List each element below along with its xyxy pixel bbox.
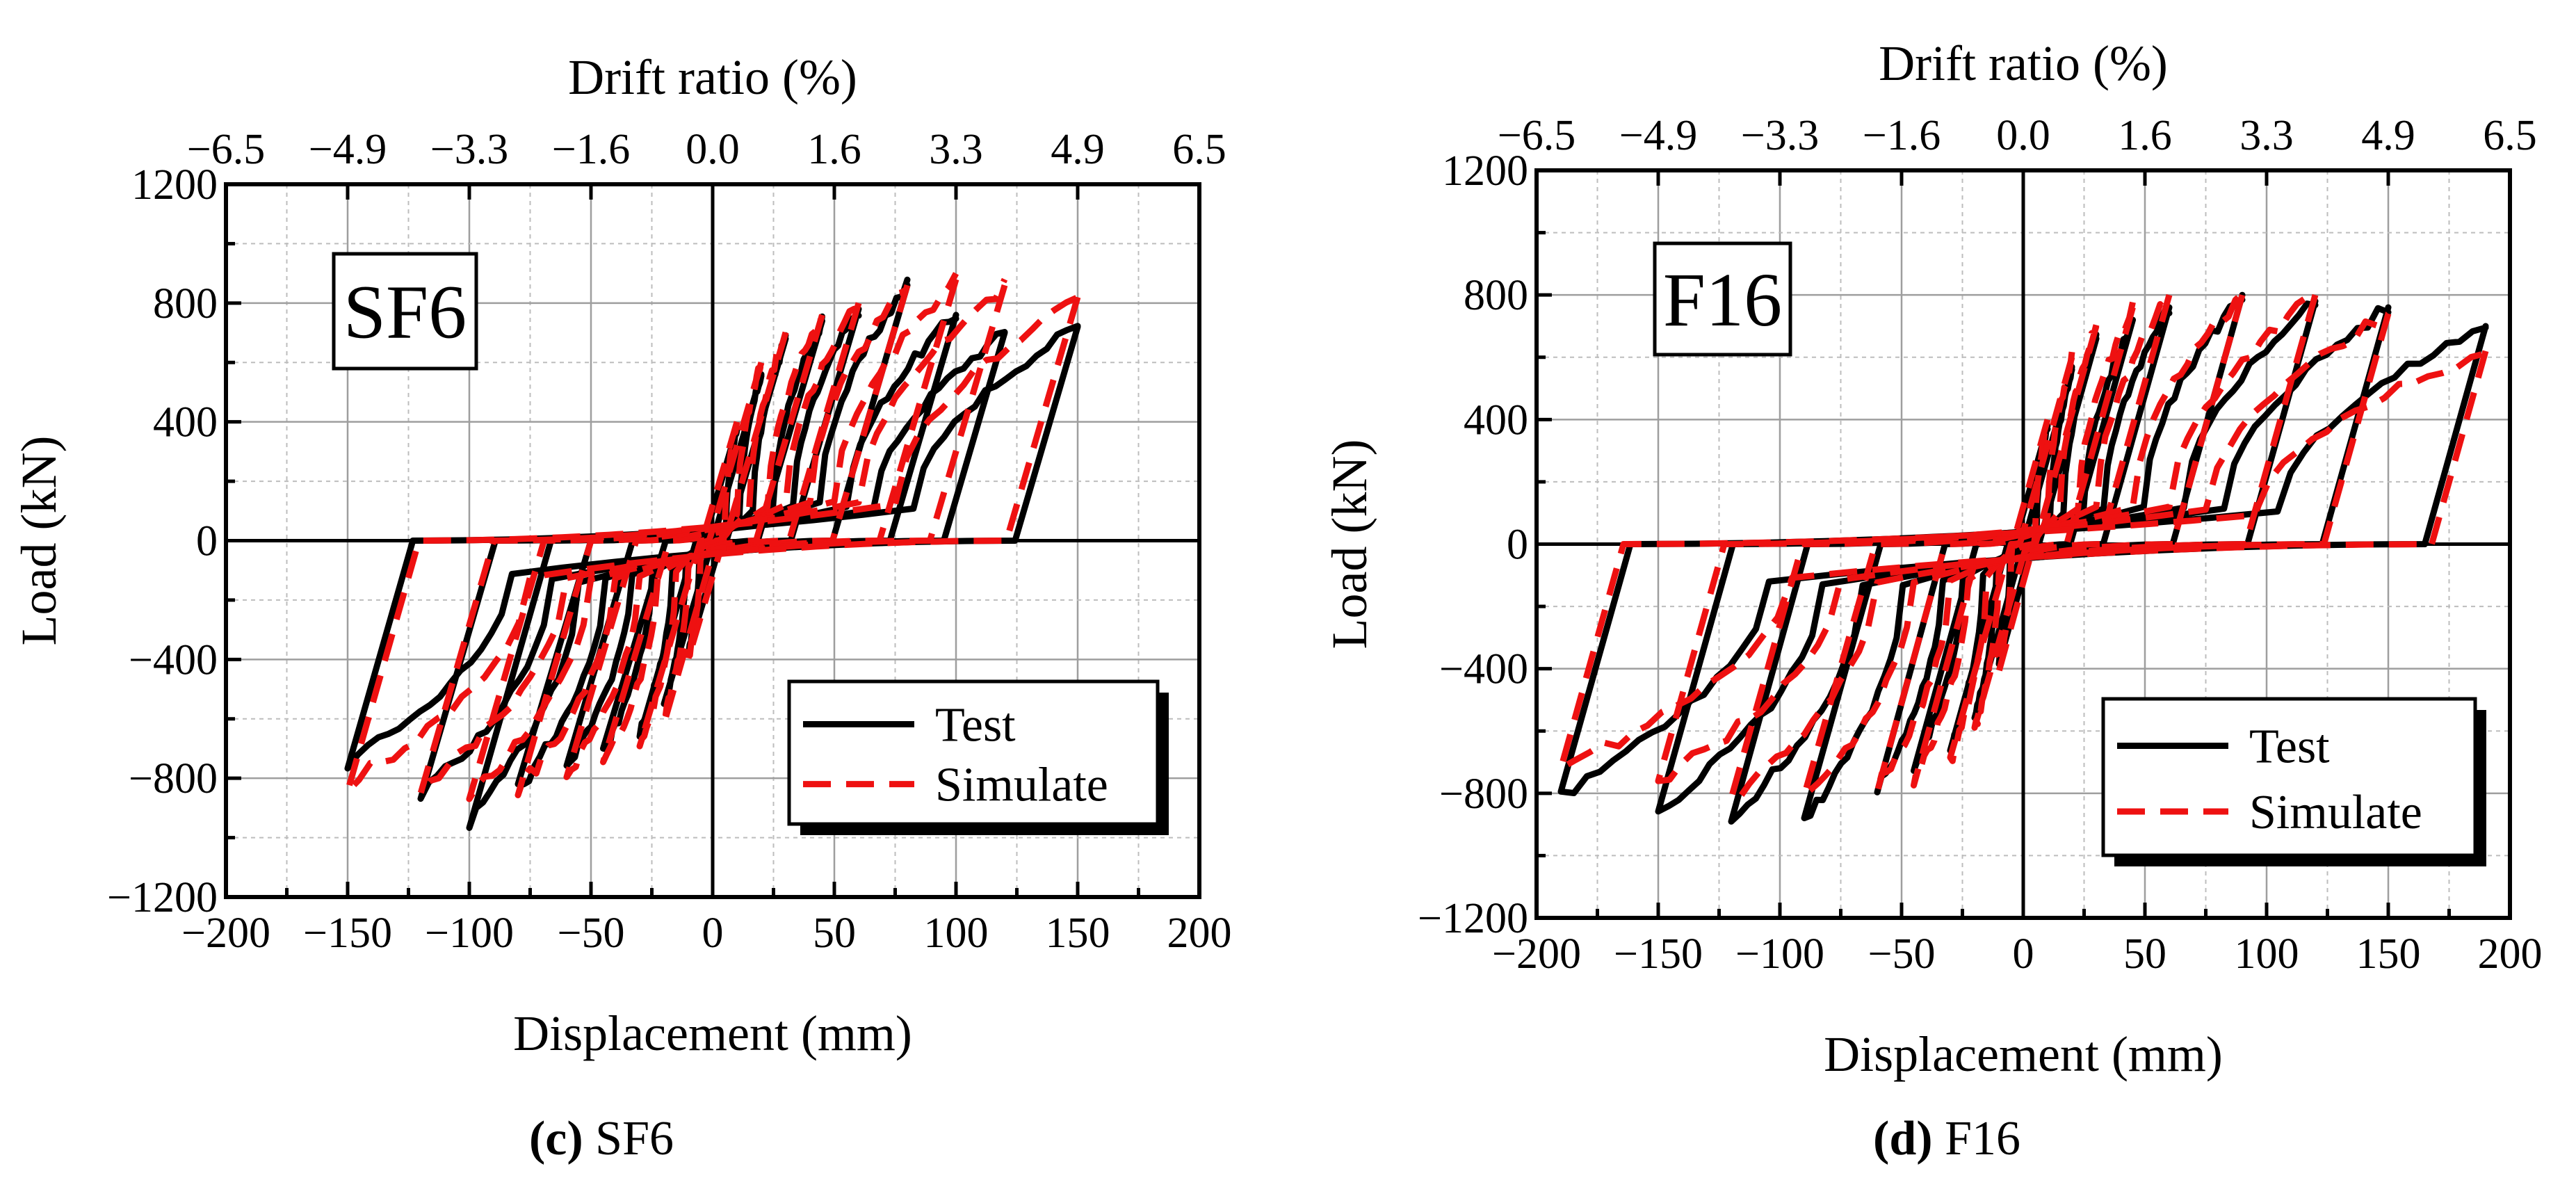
panel-d-x-tick-label: 50 [2123,930,2166,978]
panel-d-x-axis-title: Displacement (mm) [1824,1026,2223,1082]
panel-d-x-tick-label: −50 [1868,930,1936,978]
panel-d-y-tick-label: 1200 [1442,147,1528,195]
panel-c-caption: (c) SF6 [529,1112,674,1165]
panel-c-x-tick-label: 150 [1046,910,1110,957]
panel-d-x-tick-label: −100 [1735,930,1824,978]
panel-d-top-tick-label: 3.3 [2239,112,2294,159]
panel-d-simulate-loop-6 [1801,291,2246,799]
panel-c-x-tick-label: −100 [425,910,514,957]
panel-d-legend: Test Simulate [2101,697,2486,866]
panel-c-curves [344,272,1081,831]
panel-c-y-axis-title: Load (kN) [11,436,67,646]
panel-d-simulate-loop-4 [1911,301,2136,789]
panel-d-legend-box [2101,697,2477,857]
panel-d-top-tick-label: 0.0 [1996,112,2050,159]
panel-d-y-tick-label: −800 [1439,770,1528,818]
panel-d-x-tick-label: 150 [2356,930,2421,978]
panel-c-x-tick-label: −50 [558,910,625,957]
panel-d-top-tick-label: −6.5 [1498,112,1575,159]
panel-c-tag-box [332,252,478,371]
panel-d-caption: (d) F16 [1873,1112,2020,1165]
panel-c-caption-name: SF6 [583,1112,674,1165]
panel-c-y-tick-label: 1200 [131,161,218,209]
panel-c-test-loop-9 [344,323,1081,772]
panel-c-sf6: −200 −150 −100 −50 0 50 100 150 200 −1200 −800 −400… [11,49,1232,1165]
panel-c-top-tick-label: 4.9 [1051,126,1105,173]
panel-d-tag-text: F16 [1663,257,1782,342]
panel-d-f16: −200 −150 −100 −50 0 50 100 150 200 −1200 −800 −400… [1322,35,2543,1165]
panel-c-top-tick-label: −4.9 [309,126,387,173]
panel-d-tick-labels: −200 −150 −100 −50 0 50 100 150 200 −1200 −800 −400… [1418,112,2542,978]
panel-c-caption-letter: c [545,1112,567,1165]
panel-d-y-tick-label: 800 [1464,272,1528,319]
panel-c-x-tick-label: 100 [924,910,989,957]
panel-d-top-tick-label: 4.9 [2361,112,2415,159]
panel-d-simulate-loop-7 [1728,286,2319,802]
panel-c-top-tick-label: −6.5 [187,126,265,173]
panel-d-top-axis-title: Drift ratio (%) [1879,35,2168,91]
panel-d-top-tick-label: −1.6 [1863,112,1941,159]
panel-d-y-tick-label: 400 [1464,396,1528,444]
panel-c-top-tick-label: 0.0 [686,126,740,173]
panel-d-caption-letter: d [1889,1112,1916,1165]
panel-d-specimen-tag: F16 [1653,241,1792,357]
panel-d-top-tick-label: 1.6 [2118,112,2172,159]
panel-c-x-tick-label: 0 [702,910,724,957]
panel-d-x-tick-label: 200 [2478,930,2543,978]
panel-c-x-tick-label: −200 [181,910,270,957]
panel-c-x-axis-title: Displacement (mm) [513,1006,912,1061]
panel-d-test-loop-9 [1557,323,2489,796]
panel-c-y-tick-label: −400 [129,636,218,684]
panel-c-plot-frame [224,182,1201,899]
panel-d-top-tick-label: 6.5 [2483,112,2537,159]
panel-c-x-tick-label: 200 [1167,910,1232,957]
panel-d-plot-frame [1534,168,2512,920]
panel-c-x-tick-label: −150 [303,910,392,957]
panel-c-top-tick-label: −3.3 [430,126,508,173]
panel-c-test-loop-7 [466,312,959,831]
panel-d-simulate-loop-9 [1557,350,2489,772]
panel-c-top-tick-label: −1.6 [552,126,630,173]
panel-c-legend-test-label: Test [935,699,1016,752]
panel-c-top-tick-label: 1.6 [807,126,861,173]
panel-d-caption-name: F16 [1933,1112,2020,1165]
panel-c-y-tick-label: 0 [196,518,218,565]
panel-d-test-loop-8 [1655,304,2392,815]
panel-c-y-tick-label: −800 [129,755,218,802]
panel-c-top-tick-label: 3.3 [929,126,983,173]
panel-d-y-axis-title: Load (kN) [1322,439,1377,649]
panel-c-tick-labels: −200 −150 −100 −50 0 50 100 150 200 −1200 −800 −400… [107,126,1231,957]
panel-c-y-tick-label: 400 [153,399,218,446]
panel-d-top-tick-label: −3.3 [1741,112,1819,159]
panel-d-x-tick-label: 0 [2013,930,2034,978]
panel-d-top-tick-label: −4.9 [1619,112,1697,159]
panel-c-legend: Test Simulate [787,679,1169,835]
panel-c-simulate-loop-8 [417,277,1008,797]
panel-c-simulate-loop-2 [661,361,765,727]
panel-c-top-axis-title: Drift ratio (%) [568,49,857,105]
panel-c-y-tick-label: −1200 [107,874,218,921]
panel-d-y-tick-label: −400 [1439,646,1528,693]
panel-c-tag-text: SF6 [343,270,467,355]
panel-c-legend-simulate-label: Simulate [935,759,1108,812]
panel-d-y-tick-label: 0 [1507,522,1528,569]
panel-c-simulate-loop-7 [466,272,959,802]
panel-d-x-tick-label: 100 [2235,930,2299,978]
panel-c-y-tick-label: 800 [153,280,218,328]
panel-c-top-tick-label: 6.5 [1172,126,1226,173]
panel-d-legend-test-label: Test [2249,720,2330,774]
panel-d-x-tick-label: −150 [1614,930,1703,978]
panel-d-x-tick-label: −200 [1492,930,1581,978]
panel-d-y-tick-label: −1200 [1418,895,1528,942]
panel-d-tag-box [1653,241,1792,357]
panel-c-legend-box [787,679,1160,826]
panel-c-specimen-tag: SF6 [332,252,478,371]
panel-c-x-tick-label: 50 [813,910,856,957]
panel-d-curves [1557,286,2489,825]
panel-d-legend-simulate-label: Simulate [2249,786,2422,839]
